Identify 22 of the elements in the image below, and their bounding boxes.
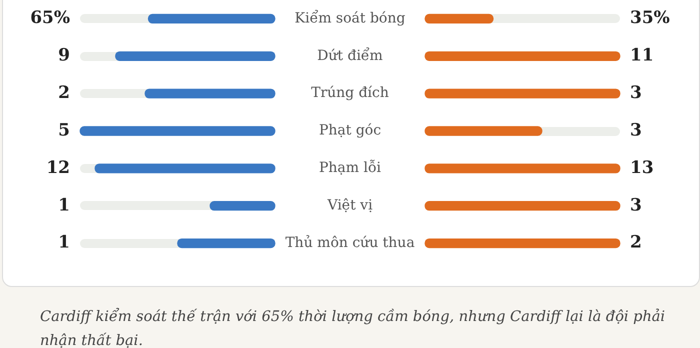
category-label: Dứt điểm	[317, 46, 383, 64]
data-label: 2	[630, 232, 642, 253]
data-label: 1	[58, 195, 70, 216]
category-label: Kiểm soát bóng	[294, 9, 406, 26]
data-label: 35%	[630, 8, 670, 28]
data-label: 3	[630, 120, 642, 140]
data-label: 13	[630, 158, 654, 178]
data-label: 1	[58, 232, 70, 253]
category-label: Thủ môn cứu thua	[285, 234, 415, 251]
category-label: Phạt góc	[318, 122, 382, 139]
category-label: Trúng đích	[311, 85, 389, 102]
data-label: 3	[630, 82, 642, 103]
data-label: 12	[46, 158, 70, 178]
data-label: 11	[630, 46, 654, 66]
data-label: 2	[58, 82, 70, 103]
text: Cardiff kiểm soát thế trận với 65% thời lượng cầm bóng, nhưng Cardiff lại là đội phải nhận thất bại.	[40, 306, 666, 348]
category-label: Phạm lỗi	[318, 159, 382, 176]
data-label: 9	[58, 46, 70, 66]
category-label: Việt vị	[326, 198, 374, 214]
data-label: 3	[630, 195, 642, 216]
data-label: 65%	[30, 8, 70, 28]
data-label: 5	[58, 120, 70, 140]
